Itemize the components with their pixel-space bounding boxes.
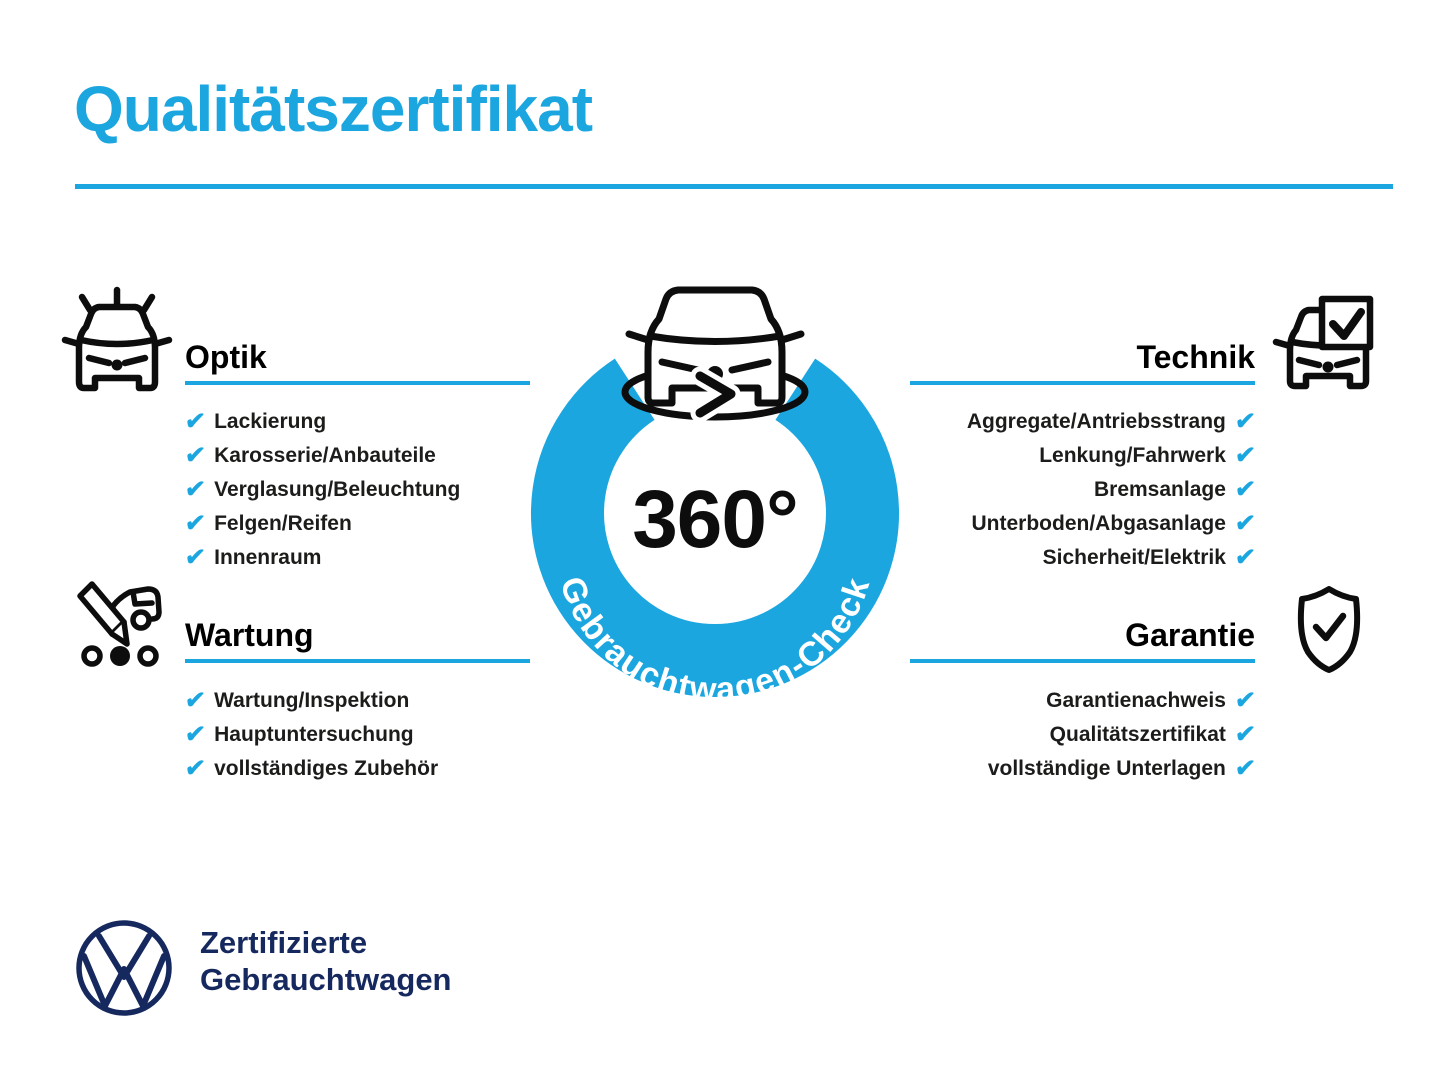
section-rule-garantie [910,659,1255,663]
item-label: Innenraum [214,546,322,569]
badge-360-value: 360° [632,474,799,565]
checklist-item: vollständige Unterlagen ✔ [855,752,1257,786]
check-icon: ✔ [1233,476,1257,503]
checklist-garantie: Garantienachweis ✔ Qualitätszertifikat ✔ v… [855,684,1257,786]
checklist-item: Garantienachweis ✔ [855,684,1257,718]
check-icon: ✔ [1233,544,1257,571]
item-label: Aggregate/Antriebsstrang [966,410,1226,433]
checklist-item: Qualitätszertifikat ✔ [855,718,1257,752]
shield-check-icon [1297,586,1361,673]
brand-claim: Zertifizierte Gebrauchtwagen [200,924,720,998]
section-title-technik: Technik [1136,339,1255,375]
360-check-badge: Gebrauchtwagen-Check [531,286,899,709]
rotation-arrow-head [690,366,741,423]
checklist-item: Lenkung/Fahrwerk ✔ [855,439,1257,473]
item-label: Felgen/Reifen [214,512,352,535]
item-label: Lackierung [214,410,327,433]
check-icon: ✔ [183,476,207,503]
item-label: Garantienachweis [1046,689,1226,712]
check-icon: ✔ [1233,687,1257,714]
checklist-item: ✔ Karosserie/Anbauteile [183,439,460,473]
item-label: Lenkung/Fahrwerk [1039,444,1226,467]
item-label: Sicherheit/Elektrik [1042,546,1226,569]
vw-logo [76,920,172,1016]
car-front-icon [625,286,805,407]
item-label: Unterboden/Abgasanlage [971,512,1226,535]
check-icon: ✔ [183,755,207,782]
checklist-item: ✔ Hauptuntersuchung [183,718,438,752]
item-label: Bremsanlage [1093,478,1226,501]
section-title-wartung: Wartung [185,617,314,653]
check-icon: ✔ [183,510,207,537]
check-icon: ✔ [183,442,207,469]
checklist-item: Sicherheit/Elektrik ✔ [855,541,1257,575]
section-title-garantie: Garantie [1125,617,1255,653]
check-icon: ✔ [183,687,207,714]
page-title: Qualitätszertifikat [74,73,593,145]
check-icon: ✔ [1233,755,1257,782]
badge-ring [531,358,899,697]
check-icon: ✔ [1233,442,1257,469]
checklist-item: ✔ vollständiges Zubehör [183,752,439,786]
section-rule-optik [185,381,530,385]
item-label: Qualitätszertifikat [1049,723,1226,746]
item-label: Verglasung/Beleuchtung [214,478,461,501]
item-label: Wartung/Inspektion [214,689,410,712]
checklist-item: ✔ Felgen/Reifen [183,507,460,541]
title-divider [75,184,1393,189]
section-title-optik: Optik [185,339,267,375]
section-rule-wartung [185,659,530,663]
brand-claim-line2: Gebrauchtwagen [200,962,452,997]
car-checkbox-icon [1272,295,1374,390]
checklist-wartung: ✔ Wartung/Inspektion ✔ Hauptuntersuchung ✔… [183,684,439,786]
checklist-item: ✔ Verglasung/Beleuchtung [183,473,461,507]
checklist-optik: ✔ Lackierung ✔ Karosserie/Anbauteile ✔ Verg… [183,405,461,575]
checklist-technik: Aggregate/Antriebsstrang ✔ Lenkung/Fahrwe… [855,405,1257,575]
section-rule-technik [910,381,1255,385]
check-icon: ✔ [183,544,207,571]
item-label: Karosserie/Anbauteile [214,444,436,467]
checklist-item: ✔ Lackierung [183,405,460,439]
checklist-item: Aggregate/Antriebsstrang ✔ [855,405,1257,439]
item-label: vollständiges Zubehör [214,757,439,780]
check-icon: ✔ [1233,408,1257,435]
brand-claim-line1: Zertifizierte [200,925,368,960]
checklist-item: ✔ Wartung/Inspektion [183,684,438,718]
service-checklist-icon [77,581,162,667]
check-icon: ✔ [1233,721,1257,748]
car-shine-icon [61,286,173,392]
check-icon: ✔ [183,408,207,435]
checklist-item: Unterboden/Abgasanlage ✔ [855,507,1257,541]
checklist-item: ✔ Innenraum [183,541,460,575]
check-icon: ✔ [1233,510,1257,537]
checklist-item: Bremsanlage ✔ [855,473,1257,507]
item-label: vollständige Unterlagen [987,757,1226,780]
check-icon: ✔ [183,721,207,748]
item-label: Hauptuntersuchung [214,723,414,746]
